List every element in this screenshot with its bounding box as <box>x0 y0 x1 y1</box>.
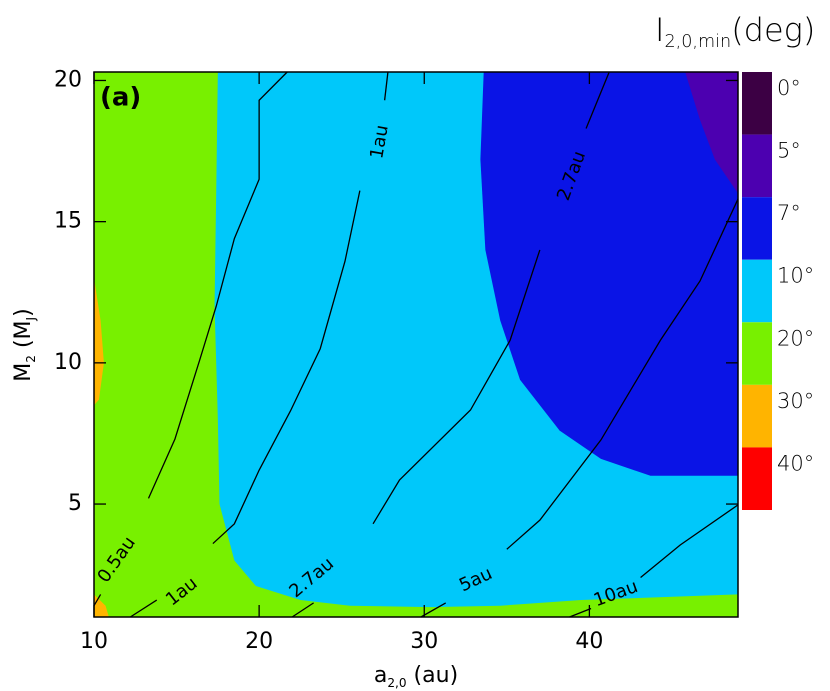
x-axis-label: a2,0 (au) <box>374 663 458 690</box>
y-tick-label: 20 <box>54 67 82 92</box>
label-part: (au) <box>407 663 459 688</box>
colorbar-title: I2,0,min(deg) <box>655 11 815 52</box>
colorbar-label: 10° <box>777 264 814 288</box>
contour-line <box>93 594 102 607</box>
label-part: (deg) <box>731 11 815 49</box>
label-part: a <box>374 663 387 688</box>
colorbar-label: 5° <box>777 139 801 163</box>
label-part: I <box>655 11 664 49</box>
contour-line <box>640 504 739 578</box>
y-tick-label: 5 <box>68 491 82 516</box>
plot-area <box>93 71 739 618</box>
colorbar-band <box>742 72 772 135</box>
contour-line <box>569 607 592 618</box>
contour-line <box>291 602 314 618</box>
label-part: M <box>11 363 36 382</box>
x-tick-label: 10 <box>80 629 108 654</box>
y-tick-label: 15 <box>54 209 82 234</box>
label-part: 2,0 <box>387 676 406 690</box>
colorbar-band <box>742 197 772 260</box>
y-tick-label: 10 <box>54 350 82 375</box>
contour-region <box>94 278 104 406</box>
colorbar-band <box>742 322 772 385</box>
contour-line <box>585 71 610 129</box>
x-tick-label: 30 <box>410 629 438 654</box>
label-part: 2 <box>24 355 38 363</box>
label-part: (M <box>11 320 36 355</box>
x-tick-label: 20 <box>245 629 273 654</box>
contour-line <box>420 602 447 618</box>
panel-label: (a) <box>100 83 141 113</box>
y-axis-label: M2 (MJ) <box>11 308 38 381</box>
x-tick-label: 40 <box>575 629 603 654</box>
contour-line <box>147 71 288 499</box>
colorbar-band <box>742 384 772 448</box>
colorbar-label: 40° <box>777 451 814 475</box>
colorbar-label: 20° <box>777 326 814 350</box>
contour-line <box>383 71 389 101</box>
colorbar-label: 7° <box>777 201 801 225</box>
contour-line <box>372 249 541 525</box>
label-part: J <box>24 317 38 322</box>
contour-line <box>506 198 739 550</box>
label-part: 2,0,min <box>664 32 731 52</box>
colorbar-label: 30° <box>777 389 814 413</box>
contour-line <box>129 599 158 618</box>
colorbar-band <box>742 259 772 323</box>
label-part: ) <box>11 308 36 317</box>
colorbar-band <box>742 447 772 510</box>
contour-line <box>212 190 361 545</box>
colorbar-band <box>742 134 772 198</box>
contour-region <box>480 72 738 476</box>
contour-region <box>685 72 738 194</box>
colorbar-label: 0° <box>777 76 801 100</box>
plot-frame <box>93 71 739 618</box>
